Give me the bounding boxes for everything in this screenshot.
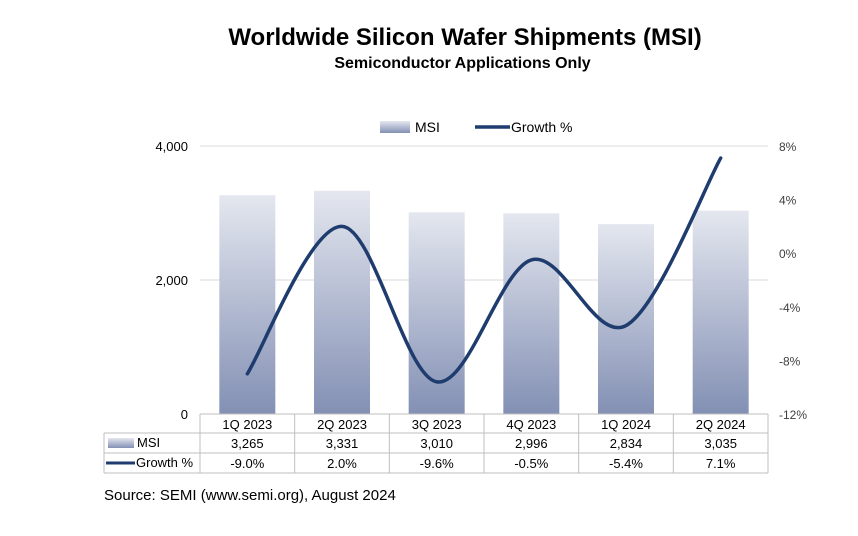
data-label-msi: 3,331 bbox=[326, 436, 359, 451]
x-tick-label: 1Q 2024 bbox=[601, 417, 651, 432]
x-tick-label: 4Q 2023 bbox=[506, 417, 556, 432]
bar-msi-1q-2024 bbox=[598, 224, 654, 414]
chart-title: Worldwide Silicon Wafer Shipments (MSI) bbox=[228, 24, 702, 51]
table-key-msi bbox=[108, 438, 134, 448]
x-tick-label: 1Q 2023 bbox=[222, 417, 272, 432]
table-row-header-msi: MSI bbox=[137, 435, 160, 450]
y-right-tick-label: 0% bbox=[779, 247, 797, 261]
y-right-tick-label: -8% bbox=[779, 354, 801, 368]
data-label-msi: 2,834 bbox=[610, 436, 643, 451]
y-right-tick-label: 4% bbox=[779, 194, 797, 208]
x-tick-label: 2Q 2024 bbox=[696, 417, 746, 432]
data-label-growth: -9.6% bbox=[420, 456, 454, 471]
bar-msi-2q-2024 bbox=[692, 210, 749, 414]
y-left-tick-label: 0 bbox=[181, 407, 188, 422]
bar-msi-3q-2023 bbox=[408, 212, 465, 414]
source-note: Source: SEMI (www.semi.org), August 2024 bbox=[104, 487, 396, 504]
legend-label-growth: Growth % bbox=[511, 119, 572, 135]
data-label-growth: -0.5% bbox=[514, 456, 548, 471]
legend-label-msi: MSI bbox=[415, 119, 440, 135]
y-left-tick-label: 2,000 bbox=[155, 273, 188, 288]
growth-line bbox=[245, 156, 723, 384]
y-left-tick-label: 4,000 bbox=[155, 139, 188, 154]
data-label-msi: 3,265 bbox=[231, 436, 264, 451]
data-label-growth: -9.0% bbox=[230, 456, 264, 471]
bar-msi-1q-2023 bbox=[219, 195, 276, 414]
data-label-msi: 2,996 bbox=[515, 436, 548, 451]
y-right-tick-label: 8% bbox=[779, 140, 797, 154]
x-tick-label: 3Q 2023 bbox=[412, 417, 462, 432]
data-label-growth: -5.4% bbox=[609, 456, 643, 471]
x-tick-label: 2Q 2023 bbox=[317, 417, 367, 432]
bar-msi-4q-2023 bbox=[503, 213, 560, 414]
table-row-header-growth: Growth % bbox=[136, 455, 194, 470]
y-right-tick-label: -12% bbox=[779, 408, 807, 422]
legend-swatch-msi bbox=[380, 121, 410, 133]
y-right-tick-label: -4% bbox=[779, 301, 801, 315]
data-label-msi: 3,035 bbox=[704, 436, 737, 451]
chart-subtitle: Semiconductor Applications Only bbox=[334, 55, 591, 72]
data-label-growth: 7.1% bbox=[706, 456, 736, 471]
data-label-msi: 3,010 bbox=[420, 436, 453, 451]
data-label-growth: 2.0% bbox=[327, 456, 357, 471]
bar-msi-2q-2023 bbox=[314, 190, 370, 414]
